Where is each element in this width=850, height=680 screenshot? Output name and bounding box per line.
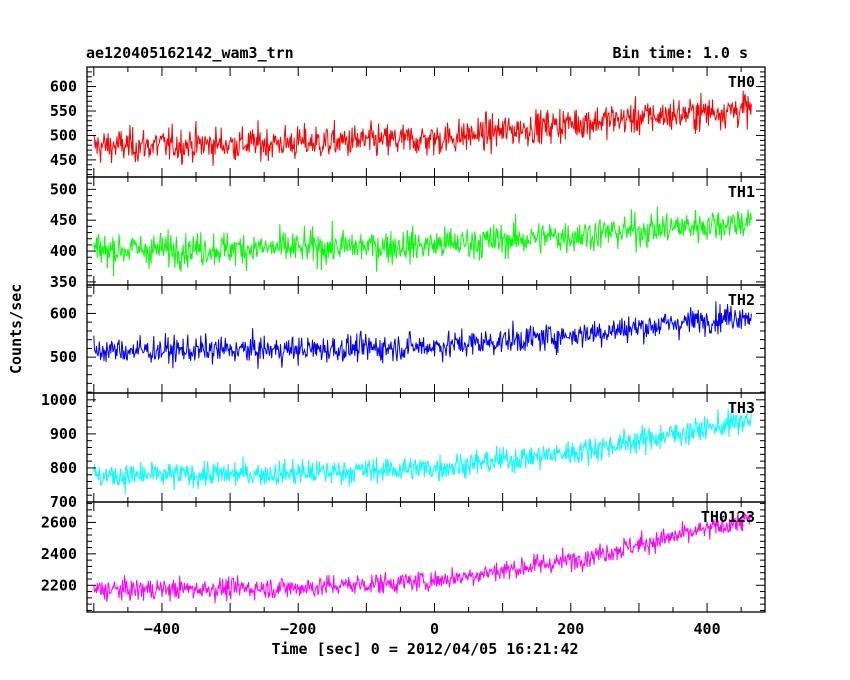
y-tick-label: 500 (50, 126, 77, 144)
chart-title: ae120405162142_wam3_trn (86, 44, 294, 62)
x-tick-label: 0 (430, 620, 439, 638)
y-tick-label: 350 (50, 273, 77, 291)
panel-frame-th3 (86, 392, 766, 503)
y-axis-label: Counts/sec (7, 283, 25, 374)
y-tick-label: 800 (50, 459, 77, 477)
x-axis-label: Time [sec] 0 = 2012/04/05 16:21:42 (271, 640, 579, 658)
x-tick-label: 400 (694, 620, 721, 638)
x-tick-label: −200 (280, 620, 316, 638)
y-tick-label: 600 (50, 304, 77, 322)
panel-label-th2: TH2 (728, 291, 755, 309)
y-tick-label: 2600 (41, 513, 77, 531)
series-line-th0 (93, 90, 752, 166)
panel-label-th1: TH1 (728, 183, 755, 201)
panel-frame-th2 (86, 284, 766, 394)
bin-time-label: Bin time: 1.0 s (612, 44, 748, 62)
x-tick-label: 200 (557, 620, 584, 638)
panel-label-th0: TH0 (728, 73, 755, 91)
series-line-th3 (93, 405, 752, 494)
y-tick-label: 700 (50, 493, 77, 511)
y-tick-label: 450 (50, 211, 77, 229)
y-tick-label: 500 (50, 348, 77, 366)
panel-frame-th0123 (86, 501, 766, 613)
y-tick-label: 2200 (41, 576, 77, 594)
y-tick-label: 550 (50, 102, 77, 120)
series-line-th0123 (93, 512, 752, 604)
y-tick-label: 500 (50, 180, 77, 198)
x-tick-label: −400 (144, 620, 180, 638)
panel-label-th0123: TH0123 (701, 508, 755, 526)
panel-label-th3: TH3 (728, 399, 755, 417)
y-tick-label: 900 (50, 425, 77, 443)
series-line-th1 (93, 206, 752, 277)
y-tick-label: 600 (50, 78, 77, 96)
y-tick-label: 2400 (41, 545, 77, 563)
series-line-th2 (93, 301, 752, 369)
y-tick-label: 1000 (41, 391, 77, 409)
y-tick-label: 400 (50, 242, 77, 260)
y-tick-label: 450 (50, 151, 77, 169)
panel-frame-th1 (86, 176, 766, 286)
